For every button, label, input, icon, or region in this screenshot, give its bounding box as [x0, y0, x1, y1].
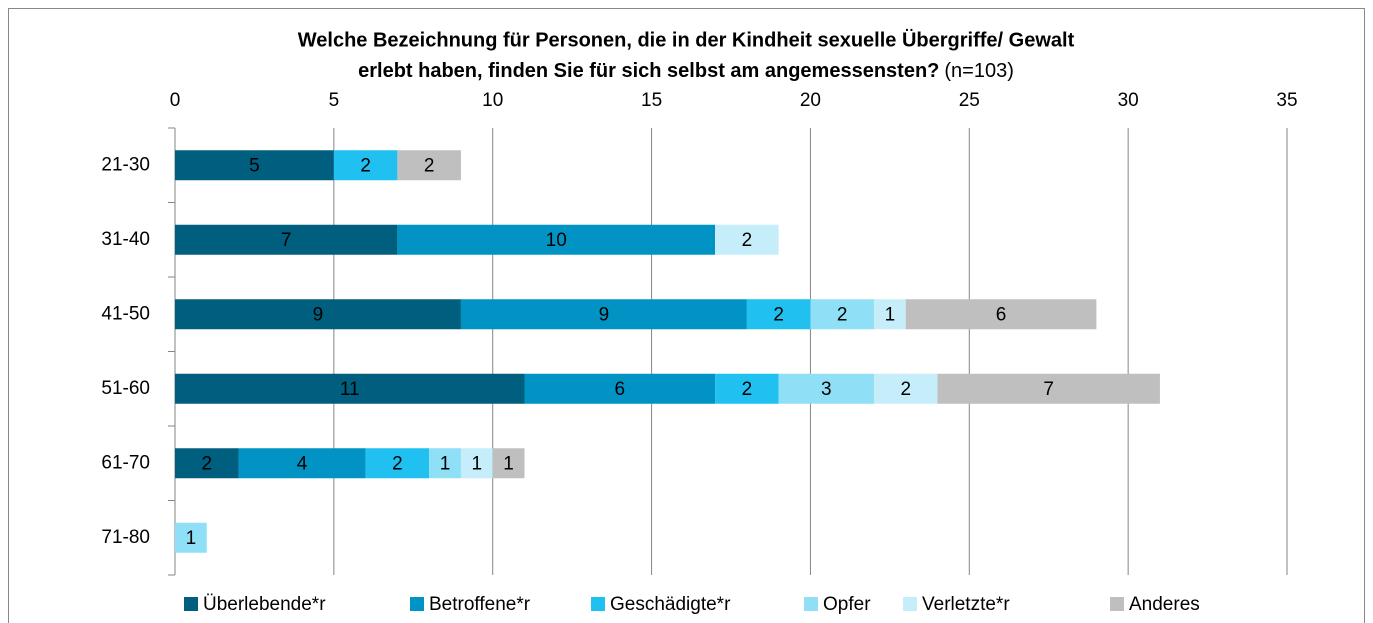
bar-segment: [460, 299, 747, 330]
x-tick-label: 15: [641, 90, 662, 111]
x-tick-label: 5: [329, 90, 340, 111]
bar-segment: [778, 373, 874, 404]
y-tick-label: 71-80: [101, 527, 150, 548]
bar-segment: [429, 448, 461, 479]
data-label: 1: [186, 528, 197, 549]
bar-segment: [238, 448, 366, 479]
chart-frame: [8, 8, 1365, 623]
bar-segment: [715, 373, 779, 404]
y-tick-label: 21-30: [101, 154, 150, 175]
data-label: 5: [249, 155, 260, 176]
title-note: (n=103): [944, 60, 1014, 82]
bar-segment: [873, 373, 938, 404]
data-label: 4: [297, 453, 308, 474]
data-label: 9: [313, 304, 324, 325]
data-label: 10: [546, 230, 567, 251]
bar-segment: [175, 150, 334, 181]
bar-segment: [460, 448, 493, 479]
x-tick-label: 20: [800, 90, 821, 111]
data-label: 7: [1043, 379, 1054, 400]
data-label: 2: [392, 453, 403, 474]
legend-swatch: [184, 597, 198, 611]
bar-segment: [333, 150, 398, 181]
data-label: 2: [424, 155, 435, 176]
data-label: 2: [742, 379, 753, 400]
bar-segment: [937, 373, 1160, 404]
bar-segment: [746, 299, 811, 330]
bar-segment: [175, 373, 525, 404]
bar-segment: [397, 150, 461, 181]
bar-segment: [397, 224, 716, 255]
bar-segment: [175, 448, 239, 479]
legend-swatch: [1110, 597, 1124, 611]
bar-segment: [524, 373, 716, 404]
x-tick-label: 35: [1276, 90, 1297, 111]
data-label: 2: [773, 304, 784, 325]
legend-label: Überlebende*r: [203, 594, 326, 615]
bar-segment: [905, 299, 1097, 330]
chart-title: erlebt haben, finden Sie für sich selbst…: [358, 60, 939, 82]
data-label: 3: [821, 379, 832, 400]
data-label: 1: [503, 453, 514, 474]
bar-segment: [365, 448, 430, 479]
x-tick-label: 25: [959, 90, 980, 111]
x-tick-label: 10: [482, 90, 503, 111]
bar-segment: [810, 299, 874, 330]
bar-segment: [175, 522, 207, 553]
data-label: 2: [837, 304, 848, 325]
data-label: 9: [599, 304, 610, 325]
data-label: 7: [281, 230, 292, 251]
bar-segment: [175, 224, 398, 255]
bar-segment: [492, 448, 525, 479]
legend-label: Anderes: [1129, 594, 1200, 615]
y-tick-label: 41-50: [101, 303, 150, 324]
data-label: 1: [440, 453, 451, 474]
bar-segment: [873, 299, 906, 330]
legend-swatch: [591, 597, 605, 611]
chart-title: Welche Bezeichnung für Personen, die in …: [298, 28, 1075, 51]
x-tick-label: 30: [1118, 90, 1139, 111]
y-tick-label: 31-40: [101, 229, 150, 250]
y-tick-label: 51-60: [101, 378, 150, 399]
data-label: 1: [885, 304, 896, 325]
x-tick-label: 0: [170, 90, 181, 111]
data-label: 2: [742, 230, 753, 251]
data-label: 2: [201, 453, 212, 474]
data-label: 6: [615, 379, 626, 400]
legend-label: Geschädigte*r: [610, 594, 731, 615]
legend-label: Opfer: [823, 594, 871, 615]
data-label: 2: [900, 379, 911, 400]
legend-swatch: [903, 597, 917, 611]
bar-segment: [715, 224, 779, 255]
data-label: 6: [996, 304, 1007, 325]
legend-label: Betroffene*r: [429, 594, 531, 615]
legend-label: Verletzte*r: [922, 594, 1010, 615]
data-label: 2: [360, 155, 371, 176]
bar-segment: [175, 299, 461, 330]
data-label: 11: [340, 379, 360, 400]
legend-swatch: [804, 597, 818, 611]
legend-swatch: [410, 597, 424, 611]
data-label: 1: [472, 453, 483, 474]
y-tick-label: 61-70: [101, 452, 150, 473]
chart-title: erlebt haben, finden Sie für sich selbst…: [358, 60, 1014, 82]
